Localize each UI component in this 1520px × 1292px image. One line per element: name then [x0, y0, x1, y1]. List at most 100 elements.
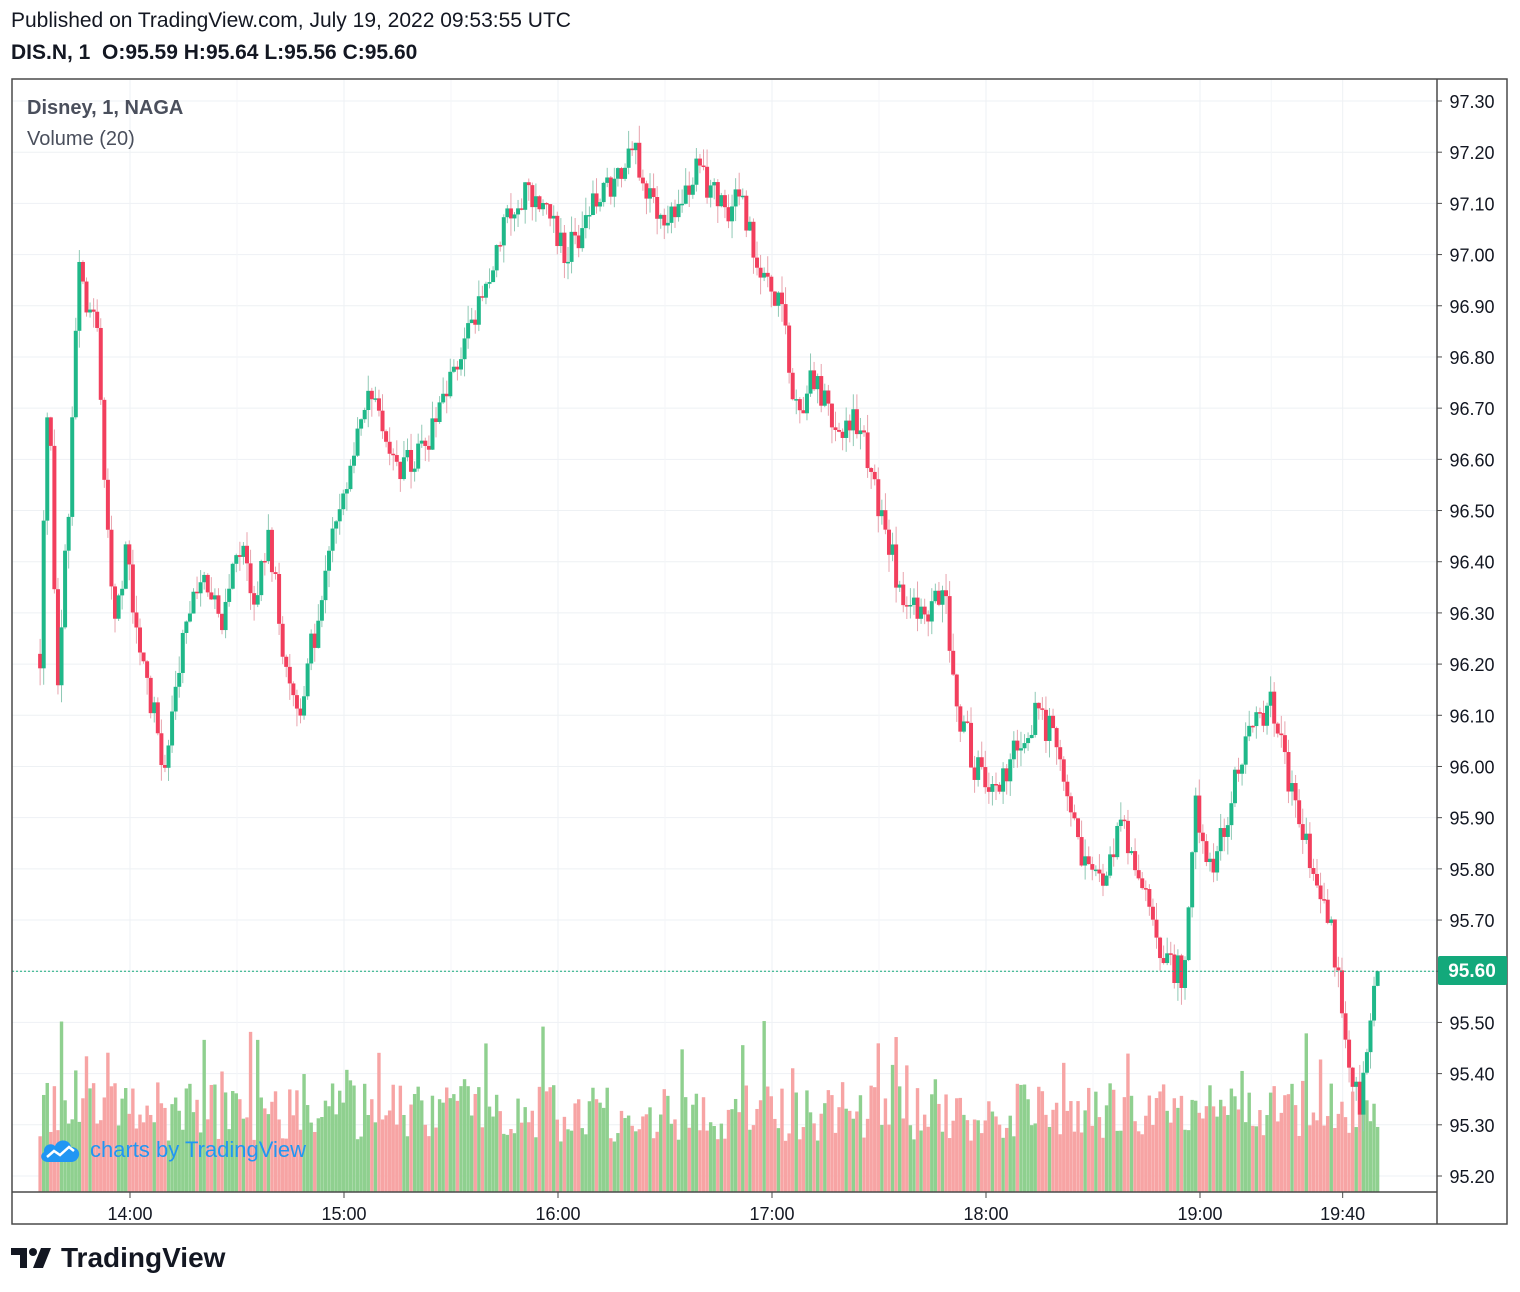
- candle-body: [751, 221, 756, 258]
- candle-body: [1354, 1081, 1359, 1087]
- candle-body: [223, 601, 228, 631]
- volume-bar: [441, 1102, 445, 1192]
- candle-body: [312, 633, 317, 648]
- x-tick-label: 18:00: [963, 1204, 1008, 1224]
- volume-bar: [1290, 1083, 1294, 1192]
- volume-bar: [773, 1118, 777, 1192]
- candle-body: [1265, 705, 1270, 726]
- volume-bar: [1076, 1101, 1080, 1192]
- candle-body: [1300, 824, 1305, 840]
- volume-bar: [687, 1127, 691, 1192]
- y-tick-label: 96.30: [1449, 604, 1494, 624]
- volume-bar: [1087, 1087, 1091, 1192]
- volume-bar: [412, 1093, 417, 1192]
- volume-bar: [173, 1097, 178, 1192]
- candle-body: [227, 588, 232, 602]
- volume-bar: [1233, 1096, 1237, 1192]
- brand-logo[interactable]: TradingView: [11, 1242, 225, 1274]
- candle-body: [38, 653, 43, 669]
- x-tick-label: 14:00: [107, 1204, 152, 1224]
- candle-body: [676, 204, 681, 218]
- volume-bar: [1247, 1092, 1251, 1192]
- volume-bar: [819, 1113, 823, 1192]
- volume-bar: [1015, 1083, 1020, 1192]
- volume-bar: [544, 1091, 549, 1192]
- volume-bar: [195, 1099, 199, 1192]
- price-axis[interactable]: 97.30 97.20 97.10 97.00 96.90 96.80 96.70 96.60…: [1437, 92, 1495, 1187]
- candle-body: [309, 633, 314, 664]
- x-tick-label: 17:00: [749, 1204, 794, 1224]
- candle-body: [612, 178, 617, 197]
- candle-body: [105, 479, 110, 530]
- volume-bar: [794, 1092, 798, 1192]
- candle-body: [1115, 825, 1120, 858]
- volume-bar: [1308, 1125, 1312, 1192]
- volume-bar: [683, 1097, 688, 1192]
- volume-bar: [780, 1088, 784, 1192]
- candle-body: [220, 613, 225, 631]
- volume-bar: [605, 1087, 609, 1192]
- volume-bar: [1097, 1117, 1102, 1192]
- volume-bar: [270, 1101, 274, 1192]
- candle-body: [901, 584, 906, 606]
- volume-bar: [313, 1131, 317, 1192]
- volume-bar: [163, 1107, 167, 1192]
- candle-body: [380, 410, 385, 432]
- volume-bar: [1208, 1085, 1212, 1192]
- volume-bar: [1254, 1126, 1259, 1192]
- candle-body: [327, 550, 332, 571]
- candle-body: [66, 516, 71, 551]
- candle-body: [195, 591, 200, 594]
- volume-bar: [480, 1127, 485, 1192]
- tradingview-logo-icon: [11, 1248, 51, 1268]
- candle-body: [1104, 875, 1109, 886]
- candle-body: [1257, 712, 1262, 714]
- volume-bar: [915, 1088, 920, 1192]
- volume-bar: [523, 1107, 527, 1192]
- volume-bar: [997, 1124, 1002, 1192]
- candle-body: [394, 455, 399, 462]
- candle-body: [173, 686, 178, 712]
- candle-body: [162, 765, 167, 768]
- candle-body: [127, 544, 132, 565]
- tradingview-watermark[interactable]: charts by TradingView: [38, 1135, 306, 1165]
- volume-bar: [1140, 1134, 1144, 1192]
- volume-bar: [1297, 1135, 1301, 1192]
- volume-bar: [812, 1123, 816, 1192]
- candle-body: [837, 429, 842, 432]
- candle-body: [255, 595, 260, 605]
- volume-bar: [576, 1099, 581, 1192]
- volume-bar: [1172, 1098, 1177, 1192]
- volume-bar: [302, 1074, 306, 1192]
- volume-bar: [512, 1133, 517, 1192]
- candle-body: [366, 390, 371, 411]
- volume-legend[interactable]: Volume (20): [27, 128, 135, 150]
- candle-body: [1339, 970, 1344, 1014]
- candle-body: [562, 232, 567, 264]
- candle-body: [1054, 728, 1059, 748]
- volume-bar: [591, 1087, 595, 1192]
- volume-bar: [445, 1087, 449, 1192]
- candle-body: [191, 591, 196, 614]
- y-tick-label: 96.80: [1449, 348, 1494, 368]
- volume-bar: [298, 1129, 303, 1192]
- candle-body: [409, 449, 414, 472]
- candle-body: [526, 182, 531, 186]
- volume-bar: [370, 1099, 374, 1192]
- candle-body: [747, 221, 752, 231]
- candle-body: [1036, 702, 1041, 709]
- candle-body: [405, 449, 410, 458]
- time-axis[interactable]: 14:00 15:00 16:00 17:00 18:00 19:00 19:40: [107, 1192, 1365, 1224]
- volume-bar: [1065, 1110, 1070, 1192]
- y-tick-label: 95.70: [1449, 911, 1494, 931]
- volume-bar: [762, 1021, 766, 1192]
- volume-bar: [1226, 1114, 1230, 1192]
- candle-body: [1147, 889, 1152, 907]
- open-value: 95.59: [125, 41, 178, 64]
- candle-body: [476, 296, 481, 325]
- series-legend[interactable]: Disney, 1, NAGA: [27, 97, 184, 119]
- volume-bar: [594, 1099, 599, 1192]
- candle-body: [1215, 851, 1220, 873]
- candle-body: [80, 261, 85, 282]
